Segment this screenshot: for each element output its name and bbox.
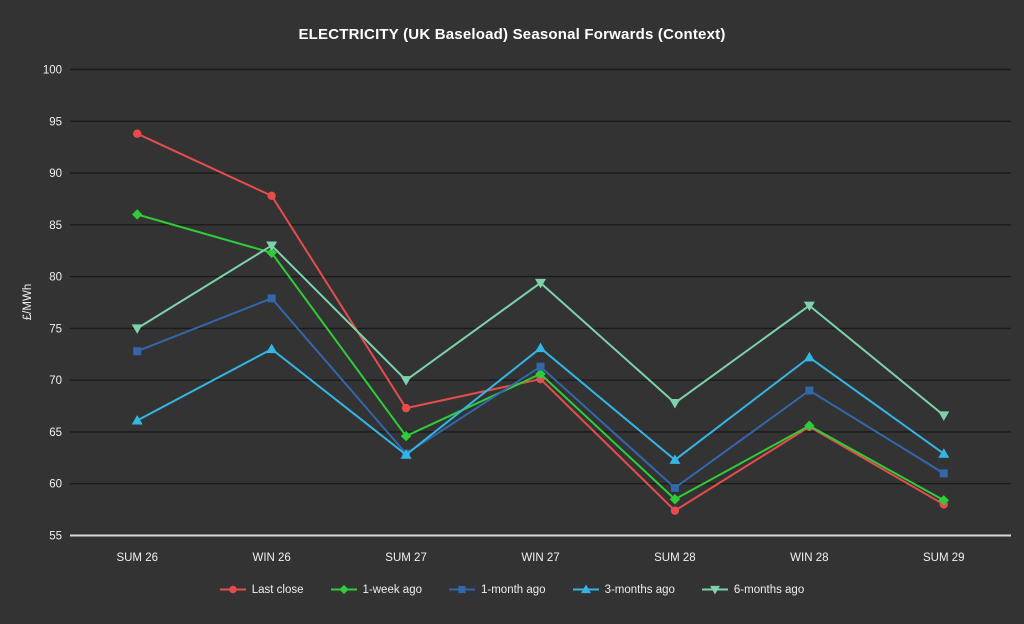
chart-legend: Last close 1-week ago 1-month ago 3-months … [0, 583, 1024, 596]
series-1-week-ago [132, 209, 949, 506]
chart-plot-area[interactable]: 100 95 90 85 80 75 70 65 60 55 SUM 26 WIN 26 SUM 27 W… [0, 0, 1024, 575]
data-point-marker[interactable] [938, 448, 950, 458]
legend-item-6-months-ago[interactable]: 6-months ago [701, 583, 805, 596]
data-point-marker [338, 584, 349, 595]
data-point-marker[interactable] [938, 495, 949, 506]
series-line [136, 244, 945, 417]
x-tick-label: WIN 26 [252, 552, 290, 564]
legend-label: 6-months ago [733, 583, 805, 596]
data-point-marker [458, 585, 466, 594]
data-point-marker[interactable] [803, 351, 815, 362]
x-tick-label: SUM 27 [385, 552, 427, 564]
x-tick-label: WIN 28 [790, 552, 828, 564]
data-point-marker [709, 585, 720, 595]
data-point-marker[interactable] [535, 278, 546, 289]
x-tick-label: SUM 28 [654, 552, 696, 564]
y-tick-label: 95 [49, 116, 62, 128]
y-tick-label: 60 [49, 479, 62, 491]
6-months-ago-legend-marker-icon [701, 585, 728, 595]
data-point-marker[interactable] [669, 494, 681, 505]
legend-label: 1-month ago [481, 583, 546, 596]
data-point-marker[interactable] [536, 362, 545, 371]
data-point-marker[interactable] [939, 469, 948, 478]
data-point-marker[interactable] [266, 343, 278, 354]
legend-label: 1-week ago [362, 583, 422, 596]
data-point-marker[interactable] [804, 420, 815, 431]
data-point-marker[interactable] [669, 398, 681, 409]
last-close-legend-marker-icon [219, 585, 246, 594]
3-months-ago-legend-marker-icon [572, 584, 599, 594]
data-point-marker[interactable] [400, 449, 412, 459]
y-tick-label: 90 [49, 168, 62, 180]
y-tick-label: 65 [49, 427, 62, 439]
legend-item-last-close[interactable]: Last close [219, 583, 304, 596]
y-tick-label: 80 [49, 272, 62, 284]
data-point-marker[interactable] [132, 209, 143, 220]
y-tick-label: 85 [49, 220, 62, 232]
data-point-marker[interactable] [938, 411, 950, 421]
x-tick-label: SUM 29 [923, 552, 965, 564]
legend-item-1-week-ago[interactable]: 1-week ago [330, 583, 422, 596]
y-tick-label: 100 [43, 65, 62, 77]
y-tick-label: 70 [49, 375, 62, 387]
legend-item-3-months-ago[interactable]: 3-months ago [572, 583, 675, 596]
series-3-months-ago [131, 342, 950, 464]
legend-label: 3-months ago [604, 583, 675, 596]
y-tick-label: 75 [49, 323, 62, 335]
series-6-months-ago [131, 241, 950, 421]
1-month-ago-legend-marker-icon [449, 585, 475, 594]
data-point-marker [228, 585, 237, 594]
data-point-marker[interactable] [131, 415, 143, 425]
data-point-marker[interactable] [401, 403, 411, 413]
data-point-marker[interactable] [803, 301, 815, 312]
series-1-month-ago [133, 294, 948, 492]
series-line [136, 132, 945, 512]
data-point-marker[interactable] [400, 376, 412, 386]
series-line [136, 213, 945, 502]
data-point-marker[interactable] [669, 454, 681, 464]
data-point-marker[interactable] [400, 430, 412, 442]
data-point-marker[interactable] [805, 386, 814, 395]
data-point-marker[interactable] [670, 483, 679, 492]
data-point-marker[interactable] [131, 324, 143, 334]
1-week-ago-legend-marker-icon [330, 584, 357, 595]
series-line [136, 297, 945, 489]
legend-item-1-month-ago[interactable]: 1-month ago [449, 583, 546, 596]
data-point-marker [580, 584, 591, 594]
x-tick-label: SUM 26 [116, 552, 158, 564]
legend-label: Last close [251, 583, 304, 596]
data-point-marker[interactable] [267, 294, 276, 303]
data-point-marker[interactable] [670, 506, 680, 515]
data-point-marker[interactable] [133, 129, 142, 138]
series-last-close [133, 129, 948, 515]
data-point-marker[interactable] [266, 247, 277, 258]
y-tick-label: 55 [49, 531, 62, 543]
data-point-marker[interactable] [133, 347, 142, 356]
data-point-marker[interactable] [535, 368, 546, 380]
x-tick-label: WIN 27 [521, 552, 559, 564]
data-point-marker[interactable] [535, 342, 546, 353]
data-point-marker[interactable] [267, 191, 276, 201]
data-point-marker[interactable] [266, 241, 278, 252]
chart-title: ELECTRICITY (UK Baseload) Seasonal Forwa… [298, 26, 726, 43]
